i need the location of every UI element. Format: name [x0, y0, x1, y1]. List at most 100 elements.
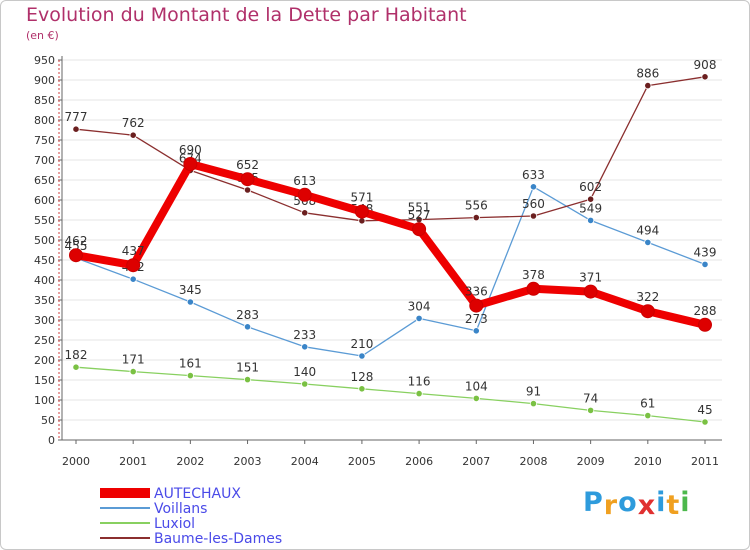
- data-point-voillans: [358, 352, 366, 360]
- data-point-luxiol: [301, 380, 309, 388]
- y-tick-label: 850: [34, 94, 55, 107]
- y-tick-label: 800: [34, 114, 55, 127]
- data-label-luxiol: 104: [465, 379, 488, 393]
- data-point-autechaux: [69, 248, 83, 263]
- data-point-luxiol: [701, 418, 709, 426]
- y-tick-label: 0: [48, 434, 55, 447]
- data-label-autechaux: 613: [293, 174, 316, 188]
- y-tick-label: 150: [34, 374, 55, 387]
- data-label-baume-les-dames: 777: [65, 110, 88, 124]
- x-tick-label: 2008: [519, 455, 547, 468]
- chart-title: Evolution du Montant de la Dette par Hab…: [26, 4, 467, 26]
- logo-letter: i: [680, 487, 691, 518]
- data-label-luxiol: 61: [640, 397, 655, 411]
- series-layer: 4554023452832332103042736335494944391821…: [65, 58, 717, 426]
- data-label-luxiol: 91: [526, 385, 541, 399]
- series-line-luxiol: [75, 366, 706, 423]
- data-label-baume-les-dames: 908: [694, 58, 717, 72]
- y-tick-label: 50: [41, 414, 55, 427]
- data-label-voillans: 233: [293, 328, 316, 342]
- x-tick-label: 2004: [291, 455, 319, 468]
- data-point-baume-les-dames: [301, 209, 309, 217]
- data-point-voillans: [644, 238, 652, 246]
- data-point-luxiol: [243, 375, 252, 384]
- x-tick-label: 2001: [119, 455, 147, 468]
- data-label-autechaux: 527: [408, 208, 431, 222]
- y-tick-label: 200: [34, 354, 55, 367]
- data-label-voillans: 283: [236, 308, 259, 322]
- data-label-luxiol: 161: [179, 357, 202, 371]
- data-label-baume-les-dames: 551: [408, 201, 431, 215]
- data-label-luxiol: 116: [408, 375, 431, 389]
- data-label-autechaux: 322: [636, 290, 659, 304]
- y-tick-label: 400: [34, 274, 55, 287]
- data-point-autechaux: [126, 258, 141, 273]
- data-point-luxiol: [472, 394, 480, 402]
- data-point-baume-les-dames: [701, 73, 709, 81]
- y-tick-label: 700: [34, 154, 55, 167]
- data-label-baume-les-dames: 602: [579, 180, 602, 194]
- data-point-voillans: [701, 260, 709, 268]
- legend-label-voillans: Voillans: [154, 501, 207, 517]
- logo-letter: t: [666, 490, 681, 521]
- y-tick-label: 250: [34, 334, 55, 347]
- data-label-autechaux: 462: [65, 234, 88, 248]
- data-label-autechaux: 690: [179, 143, 202, 157]
- data-point-autechaux: [469, 298, 484, 313]
- x-tick-label: 2010: [634, 455, 662, 468]
- data-label-voillans: 455: [65, 239, 88, 253]
- data-point-baume-les-dames: [72, 125, 80, 133]
- y-tick-label: 450: [34, 254, 55, 267]
- x-tick-label: 2000: [62, 455, 90, 468]
- data-label-autechaux: 288: [694, 304, 717, 318]
- data-point-autechaux: [640, 304, 655, 319]
- legend-label-baume-les-dames: Baume-les-Dames: [154, 531, 282, 547]
- y-tick-label: 750: [34, 134, 55, 147]
- data-label-voillans: 494: [636, 223, 659, 237]
- data-label-luxiol: 45: [697, 403, 712, 417]
- data-label-voillans: 633: [522, 168, 545, 182]
- data-point-voillans: [301, 343, 309, 351]
- data-point-autechaux: [240, 172, 255, 187]
- y-tick-label: 650: [34, 174, 55, 187]
- data-label-autechaux: 336: [465, 285, 488, 299]
- data-label-luxiol: 171: [122, 353, 145, 367]
- data-point-luxiol: [587, 406, 595, 414]
- x-tick-label: 2006: [405, 455, 433, 468]
- legend-label-luxiol: Luxiol: [154, 516, 195, 532]
- data-point-luxiol: [415, 389, 423, 398]
- logo-letter: r: [603, 490, 619, 521]
- data-point-luxiol: [529, 399, 538, 408]
- data-label-baume-les-dames: 556: [465, 199, 488, 213]
- data-point-baume-les-dames: [129, 131, 137, 139]
- data-label-baume-les-dames: 886: [636, 67, 659, 81]
- y-tick-label: 950: [34, 54, 55, 67]
- data-label-voillans: 273: [465, 312, 488, 326]
- axis-layer: 0 50 100 150 200 250 300 350 400 450 500 550 600 650 7…: [34, 54, 722, 468]
- data-point-voillans: [472, 327, 480, 335]
- data-point-luxiol: [644, 411, 652, 420]
- data-label-autechaux: 378: [522, 268, 545, 282]
- y-tick-label: 550: [34, 214, 55, 227]
- data-point-autechaux: [412, 222, 427, 237]
- proxiti-logo: Proxiti: [583, 487, 691, 521]
- data-label-autechaux: 652: [236, 158, 259, 172]
- data-point-baume-les-dames: [472, 214, 480, 222]
- x-tick-label: 2002: [176, 455, 204, 468]
- data-point-luxiol: [358, 385, 366, 393]
- data-label-autechaux: 371: [579, 271, 602, 285]
- data-label-luxiol: 151: [236, 361, 259, 375]
- data-label-voillans: 304: [408, 299, 431, 313]
- x-tick-label: 2011: [691, 455, 719, 468]
- data-point-autechaux: [526, 281, 541, 296]
- data-point-luxiol: [129, 367, 137, 376]
- series-line-voillans: [75, 186, 706, 357]
- grid-layer: [62, 59, 722, 421]
- data-point-voillans: [529, 183, 538, 191]
- data-label-voillans: 345: [179, 283, 202, 297]
- data-point-autechaux: [354, 204, 369, 219]
- data-point-voillans: [129, 275, 137, 283]
- data-point-baume-les-dames: [529, 212, 538, 220]
